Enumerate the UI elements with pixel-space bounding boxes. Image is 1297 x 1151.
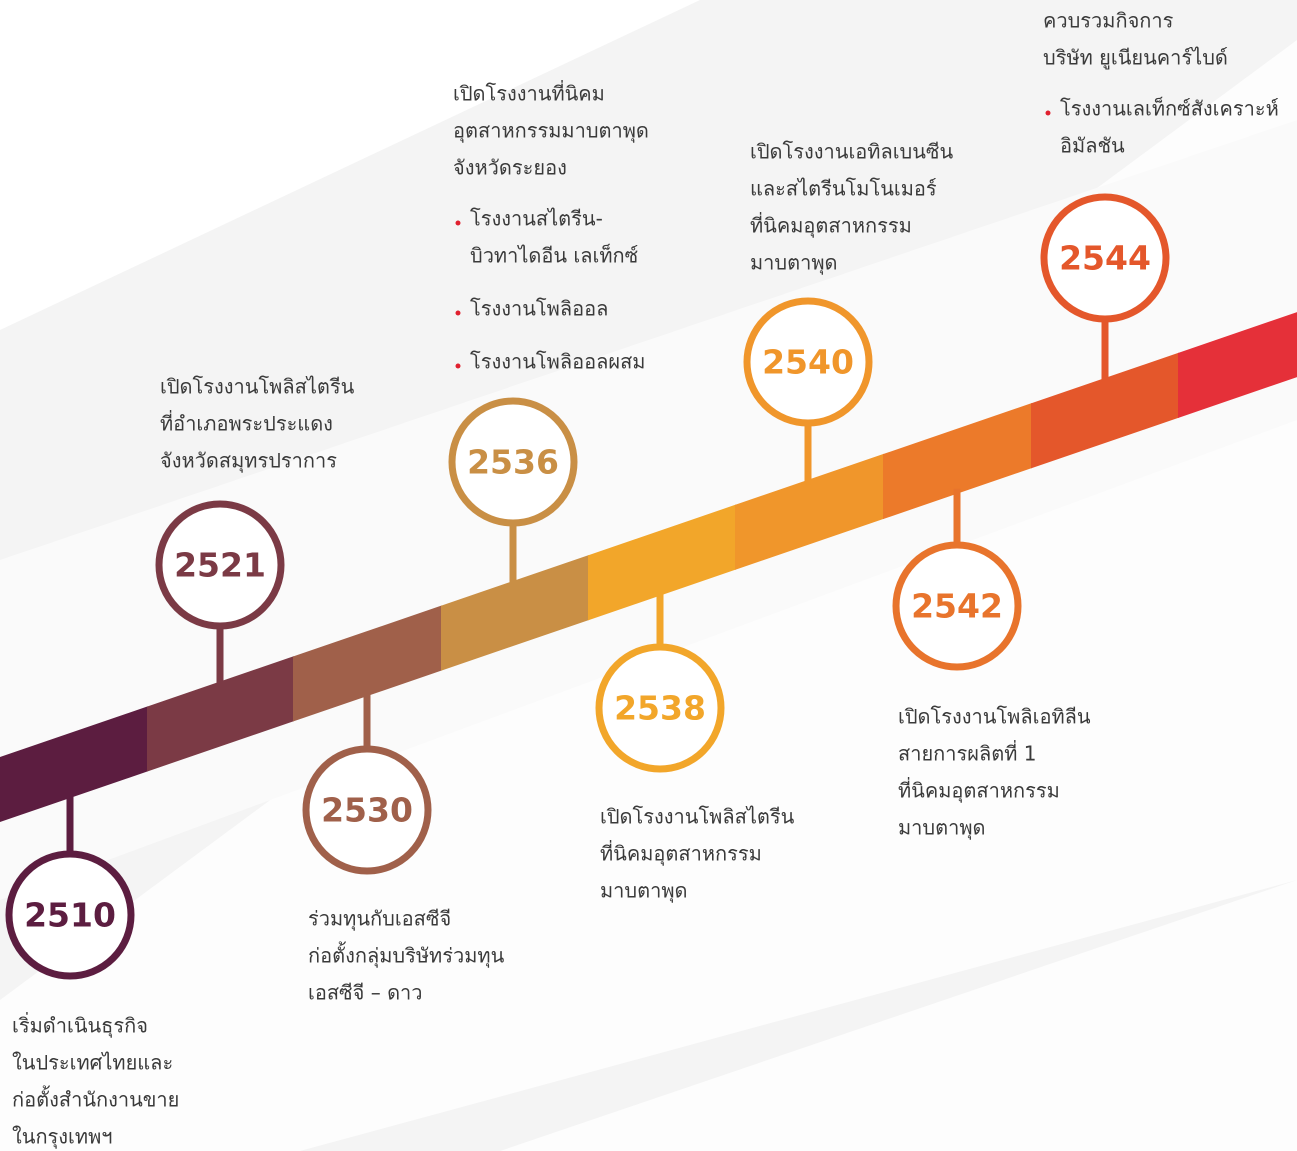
year-circle	[743, 297, 873, 427]
year-label: 2530	[321, 791, 413, 830]
band-segment	[441, 554, 589, 671]
description: เปิดโรงงานเอทิลเบนซีน	[750, 140, 954, 164]
description: ในประเทศไทยและ	[12, 1051, 173, 1075]
description: เปิดโรงงานโพลิสไตรีน	[600, 805, 795, 829]
description: จังหวัดสมุทรปราการ	[160, 449, 337, 474]
description: ที่นิคมอุตสาหกรรม	[600, 840, 762, 867]
bullet-dot	[1045, 110, 1051, 116]
milestones: 2510เริ่มดำเนินธุรกิจในประเทศไทยและก่อตั…	[5, 9, 1279, 1150]
bullet-text: อิมัลชัน	[1060, 134, 1125, 158]
description: ก่อตั้งสำนักงานขาย	[12, 1086, 179, 1112]
band-segment	[1178, 312, 1297, 418]
year-circle	[595, 643, 725, 773]
description: มาบตาพุด	[600, 879, 688, 904]
description: เปิดโรงงานโพลิเอทิลีน	[898, 705, 1091, 729]
description: บริษัท ยูเนียนคาร์ไบด์	[1043, 46, 1228, 71]
year-label: 2544	[1059, 239, 1151, 278]
description: ร่วมทุนกับเอสซีจี	[308, 907, 451, 932]
background-shape	[0, 0, 700, 330]
bullet-text: โรงงานเลเท็กซ์สังเคราะห์	[1060, 96, 1279, 121]
timeline-band	[0, 312, 1297, 822]
description: มาบตาพุด	[898, 816, 986, 841]
bullet-text: โรงงานโพลิออล	[470, 297, 608, 321]
year-circle	[155, 500, 285, 630]
bullet-text: โรงงานสไตรีน-	[470, 207, 603, 231]
year-circle	[892, 541, 1022, 671]
year-label: 2510	[24, 896, 116, 935]
description: เปิดโรงงานโพลิสไตรีน	[160, 375, 355, 399]
year-circle	[5, 850, 135, 980]
description: ก่อตั้งกลุ่มบริษัทร่วมทุน	[308, 942, 505, 969]
bullet-dot	[455, 363, 461, 369]
band-segment	[735, 453, 884, 570]
band-segment	[147, 656, 294, 772]
bullet-dot	[455, 220, 461, 226]
description: เอสซีจี – ดาว	[308, 981, 423, 1005]
year-label: 2542	[911, 587, 1003, 626]
description: เปิดโรงงานที่นิคม	[453, 80, 605, 106]
band-segment	[0, 706, 148, 822]
year-label: 2538	[614, 689, 706, 728]
bullet-dot	[455, 310, 461, 316]
description: ที่อำเภอพระประแดง	[160, 410, 333, 436]
band-segment	[293, 605, 442, 722]
year-circle	[448, 397, 578, 527]
band-segment	[588, 504, 736, 621]
description: ที่นิคมอุตสาหกรรม	[750, 212, 912, 239]
description: มาบตาพุด	[750, 251, 838, 276]
bullet-text: โรงงานโพลิออลผสม	[470, 350, 646, 374]
description: อุตสาหกรรมมาบตาพุด	[453, 119, 649, 144]
description: ควบรวมกิจการ	[1043, 9, 1174, 33]
year-label: 2536	[467, 443, 559, 482]
year-label: 2521	[174, 546, 266, 585]
year-circle	[1040, 193, 1170, 323]
year-circle	[302, 745, 432, 875]
description: สายการผลิตที่ 1	[898, 740, 1036, 766]
description: ในกรุงเทพฯ	[12, 1125, 113, 1150]
description: ที่นิคมอุตสาหกรรม	[898, 777, 1060, 804]
description: และสไตรีนโมโนเมอร์	[750, 177, 937, 201]
band-segment	[1031, 352, 1179, 469]
year-label: 2540	[762, 343, 854, 382]
description: เริ่มดำเนินธุรกิจ	[12, 1012, 148, 1039]
description: จังหวัดระยอง	[453, 156, 567, 180]
bullet-text: บิวทาไดอีน เลเท็กซ์	[470, 243, 638, 268]
band-segment	[883, 403, 1032, 520]
